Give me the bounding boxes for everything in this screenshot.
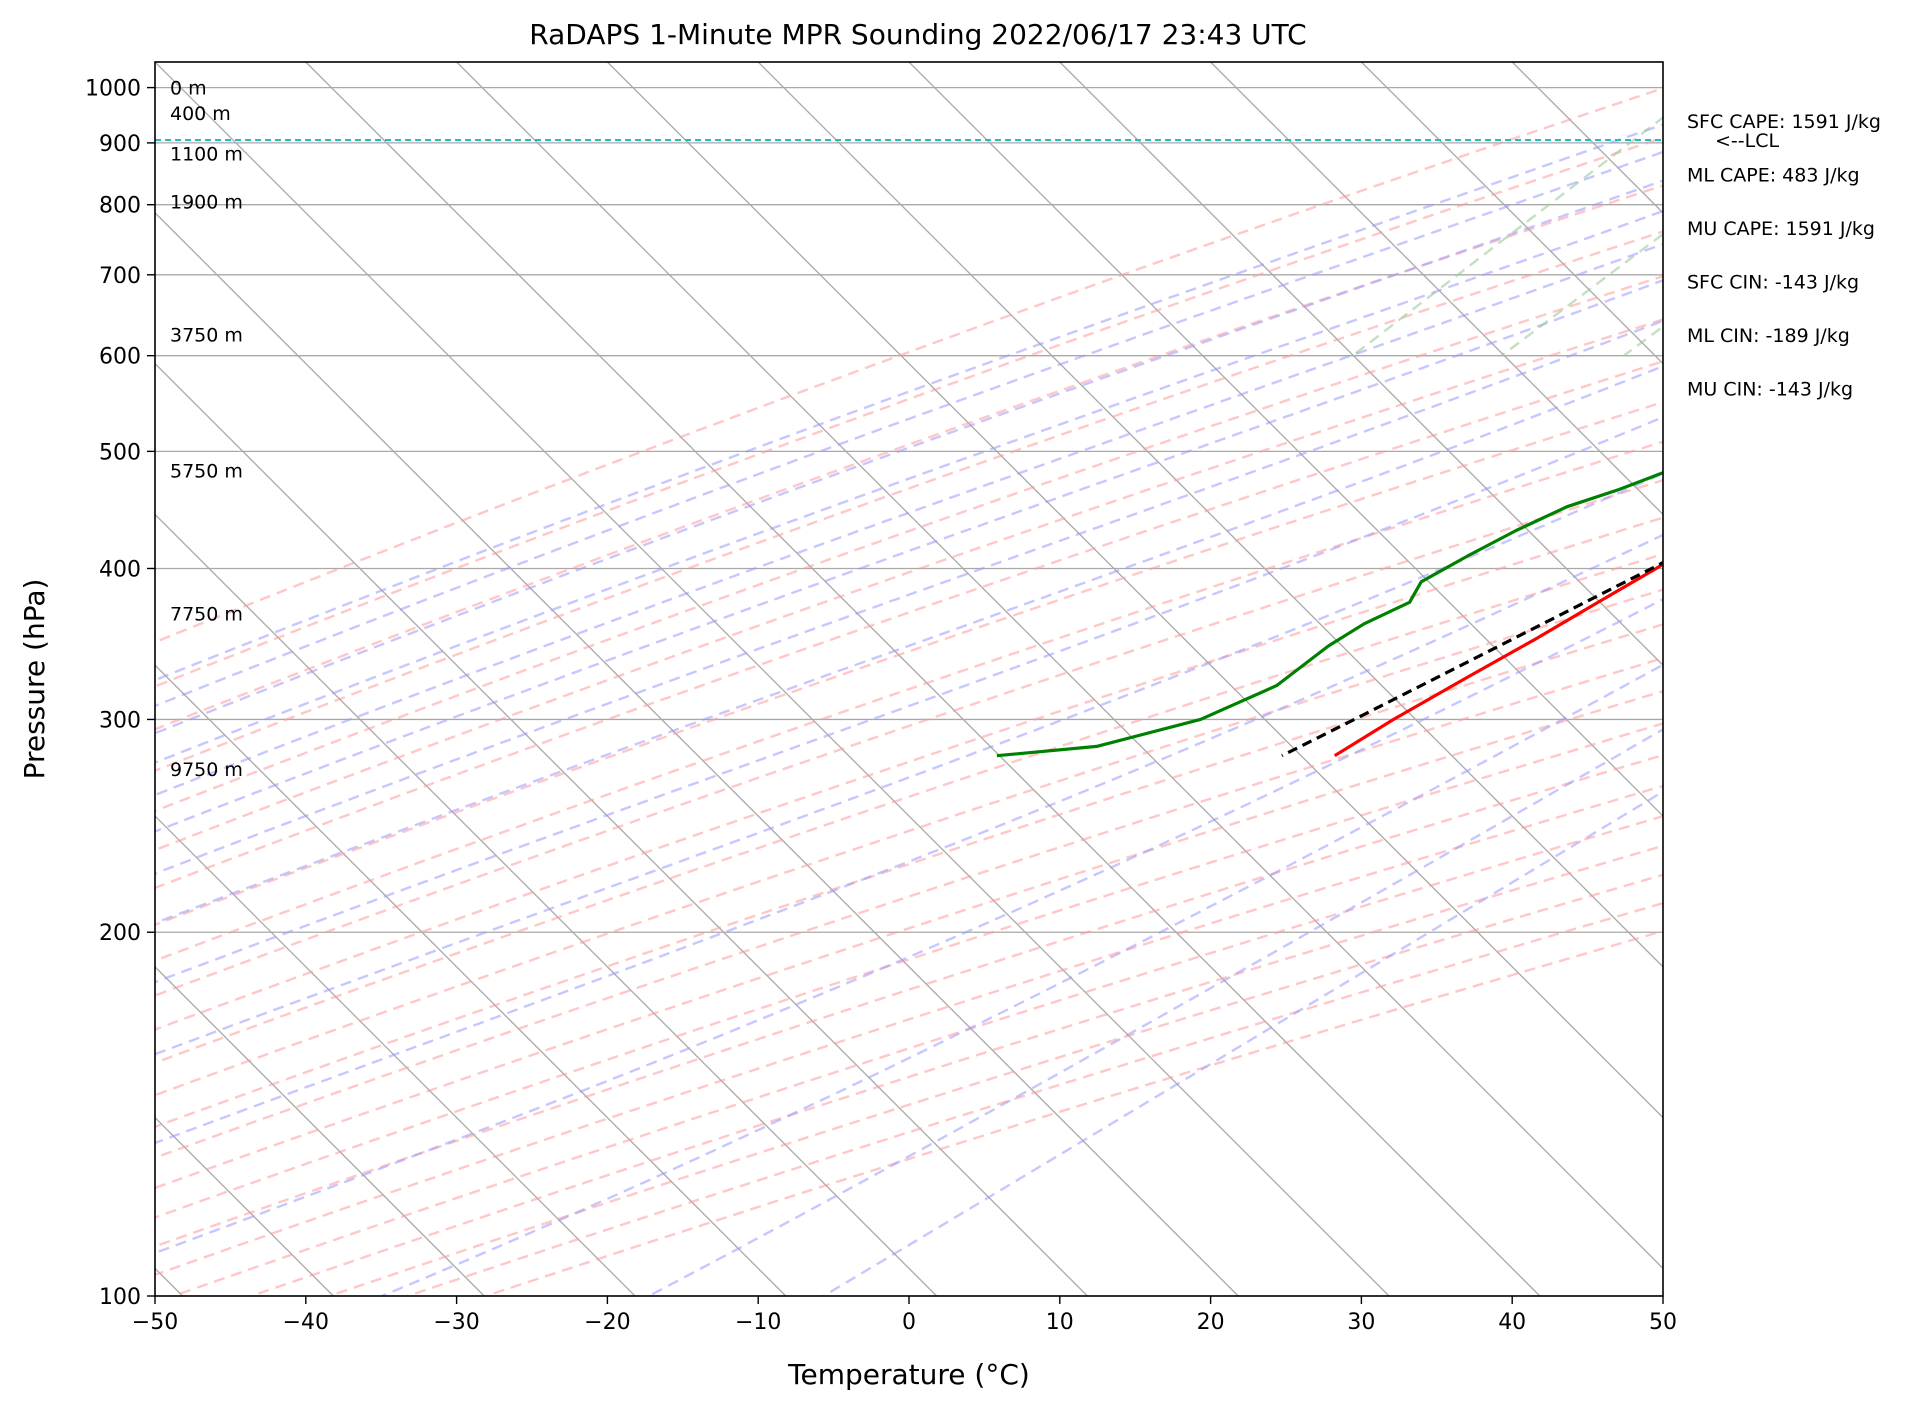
x-tick-label: 10 (1046, 1310, 1074, 1335)
isotherm-line (155, 965, 485, 1296)
height-label: 3750 m (170, 324, 243, 346)
moist-adiabat-line (155, 533, 1663, 1145)
moist-adiabat-lines (155, 123, 1663, 1296)
stability-index-label: ML CAPE: 483 J/kg (1687, 165, 1860, 187)
x-tick-label: 50 (1649, 1310, 1677, 1335)
sounding-series (996, 470, 1663, 758)
dry-adiabat-line (155, 230, 1663, 773)
y-tick-label: 1000 (85, 77, 141, 102)
y-axis-label: Pressure (hPa) (18, 579, 51, 780)
isotherm-line (155, 62, 1390, 1296)
isotherm-line (155, 513, 938, 1296)
height-labels: 0 m 400 m 1100 m 1900 m 3750 m 5750 m 7750 m 97… (170, 78, 243, 781)
mixing-ratio-line (1351, 116, 1663, 357)
y-tick-label: 100 (99, 1285, 141, 1310)
y-tick-label: 300 (99, 708, 141, 733)
isotherm-line (155, 362, 1088, 1296)
moist-adiabat-line (155, 123, 1663, 682)
dry-adiabat-line (155, 478, 1663, 997)
x-tick-label: −20 (584, 1310, 630, 1335)
height-label: 1900 m (170, 191, 243, 213)
isotherm-line (456, 62, 1663, 1270)
mixing-ratio-lines (1351, 116, 1663, 357)
dry-adiabat-line (155, 623, 1663, 1129)
isotherm-line (305, 62, 1541, 1296)
stability-index-label: SFC CAPE: 1591 J/kg (1687, 111, 1881, 133)
y-tick-label: 400 (99, 557, 141, 582)
isotherm-line (908, 62, 1663, 817)
moist-adiabat-line (822, 790, 1663, 1296)
height-label: 1100 m (170, 144, 243, 166)
height-label: 5750 m (170, 461, 243, 483)
chart-title: RaDAPS 1-Minute MPR Sounding 2022/06/17 … (529, 18, 1306, 51)
moist-adiabat-line (155, 364, 1663, 925)
height-label: 7750 m (170, 604, 243, 626)
mixing-ratio-line (1500, 232, 1663, 357)
isotherm-lines (155, 62, 1663, 1296)
y-axis-ticks: 100 200 300 400 500 600 700 800 900 1000 (85, 77, 155, 1310)
stability-index-label: MU CAPE: 1591 J/kg (1687, 218, 1875, 240)
x-tick-label: 20 (1197, 1310, 1225, 1335)
y-tick-label: 700 (99, 264, 141, 289)
x-tick-label: 30 (1347, 1310, 1375, 1335)
isotherm-line (1210, 62, 1663, 516)
isotherm-line (155, 211, 1239, 1296)
height-label: 9750 m (170, 759, 243, 781)
moist-adiabat-line (155, 279, 1663, 833)
x-tick-label: 40 (1498, 1310, 1526, 1335)
stability-index-label: ML CIN: -189 J/kg (1687, 325, 1850, 347)
dry-adiabat-line (155, 588, 1663, 1097)
moist-adiabat-line (155, 597, 1663, 1255)
plot-area (155, 62, 1663, 1296)
temperature-line (1333, 562, 1663, 758)
dry-adiabat-line (155, 136, 1663, 688)
dry-adiabat-line (155, 360, 1663, 890)
lcl-label: <--LCL (1715, 130, 1779, 152)
x-tick-label: −50 (132, 1310, 178, 1335)
y-tick-label: 900 (99, 132, 141, 157)
stability-index-label: SFC CIN: -143 J/kg (1687, 272, 1859, 294)
dewpoint-line (996, 470, 1663, 758)
moist-adiabat-line (155, 472, 1663, 1056)
x-tick-label: 0 (902, 1310, 916, 1335)
dry-adiabat-line (155, 274, 1663, 813)
isotherm-line (155, 664, 787, 1296)
pressure-gridlines (155, 86, 1663, 1296)
moist-adiabat-line (381, 663, 1663, 1296)
dry-adiabat-line (155, 516, 1663, 1031)
height-label: 0 m (170, 78, 207, 100)
isotherm-line (1360, 62, 1663, 365)
isotherm-line (606, 62, 1663, 1119)
dry-adiabat-line (155, 87, 1663, 644)
x-tick-label: −40 (283, 1310, 329, 1335)
dry-adiabat-line (155, 318, 1663, 852)
x-tick-label: −30 (433, 1310, 479, 1335)
moist-adiabat-line (155, 319, 1663, 875)
y-tick-label: 500 (99, 440, 141, 465)
dry-adiabat-line (155, 400, 1663, 927)
moist-adiabat-line (155, 415, 1663, 984)
height-label: 400 m (170, 103, 231, 125)
isotherm-line (1059, 62, 1663, 667)
stability-indices: SFC CAPE: 1591 J/kg ML CAPE: 483 J/kg MU C… (1687, 111, 1881, 401)
y-tick-label: 200 (99, 921, 141, 946)
x-tick-label: −10 (735, 1310, 781, 1335)
y-tick-label: 600 (99, 345, 141, 370)
moist-adiabat-line (155, 179, 1663, 735)
x-axis-ticks: −50 −40 −30 −20 −10 0 10 20 30 40 50 (132, 1296, 1677, 1335)
x-axis-label: Temperature (°C) (787, 1358, 1030, 1391)
y-tick-label: 800 (99, 194, 141, 219)
dry-adiabat-line (155, 753, 1663, 1248)
stability-index-label: MU CIN: -143 J/kg (1687, 379, 1853, 401)
